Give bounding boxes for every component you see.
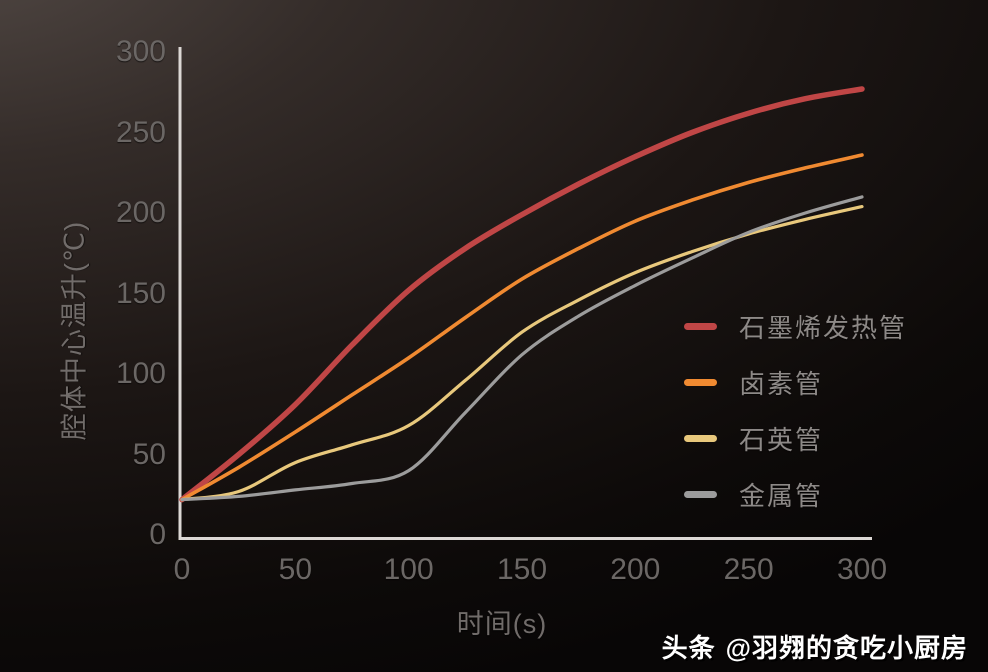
legend-swatch bbox=[684, 378, 717, 386]
x-tick-label: 300 bbox=[836, 553, 888, 586]
series-curves bbox=[179, 86, 865, 503]
x-axis-title: 时间(s) bbox=[456, 609, 548, 639]
x-tick-label: 150 bbox=[496, 553, 548, 586]
legend: 石墨烯发热管 卤素管石英管金属管 bbox=[684, 312, 907, 511]
legend-label: 金属管 bbox=[739, 480, 824, 511]
y-tick-label: 50 bbox=[132, 437, 166, 471]
legend-label: 石墨烯发热管 bbox=[739, 312, 908, 343]
x-tick-label: 0 bbox=[173, 553, 191, 586]
legend-swatch bbox=[684, 434, 717, 442]
watermark: 头条 @羽翙的贪吃小厨房 bbox=[662, 628, 968, 665]
y-tick-label: 250 bbox=[115, 115, 166, 149]
legend-label: 石英管 bbox=[739, 424, 824, 455]
legend-swatch bbox=[684, 322, 717, 330]
legend-label: 卤素管 bbox=[739, 368, 824, 399]
watermark-handle: @羽翙的贪吃小厨房 bbox=[725, 633, 968, 663]
x-tick-label: 200 bbox=[610, 553, 661, 586]
legend-item: 石英管 bbox=[684, 424, 907, 455]
y-tick-label: 300 bbox=[115, 35, 166, 68]
legend-swatch bbox=[684, 490, 717, 498]
curve-卤素管 bbox=[180, 153, 864, 502]
y-tick-label: 200 bbox=[115, 196, 166, 229]
y-tick-label: 150 bbox=[115, 276, 166, 310]
x-tick-label: 250 bbox=[723, 553, 774, 586]
curve-金属管 bbox=[180, 195, 864, 502]
x-tick-label: 100 bbox=[383, 553, 434, 586]
legend-item: 金属管 bbox=[684, 480, 907, 511]
y-tick-label: 100 bbox=[115, 357, 166, 390]
legend-item: 卤素管 bbox=[684, 368, 907, 399]
y-tick-label: 0 bbox=[149, 518, 166, 551]
y-axis-title: 腔体中心温升(℃) bbox=[59, 220, 90, 441]
x-tick-label: 50 bbox=[278, 553, 313, 586]
legend-item: 石墨烯发热管 bbox=[684, 312, 907, 343]
watermark-brand: 头条 bbox=[661, 633, 716, 663]
curve-石墨烯发热管 bbox=[179, 86, 865, 503]
